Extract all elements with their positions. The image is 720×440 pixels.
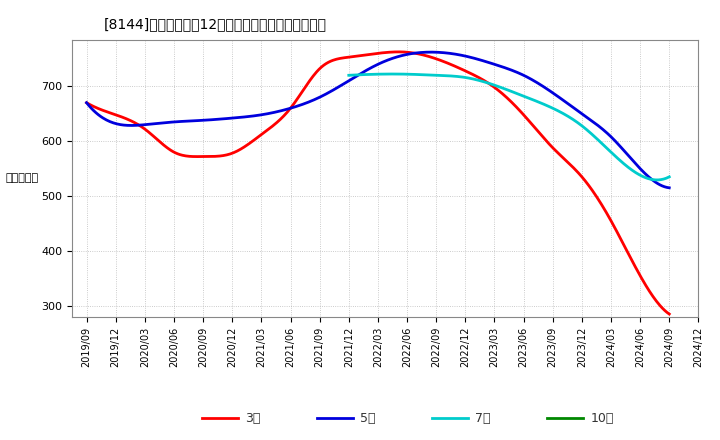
5年 (359, 70, 368, 75)
Text: 3年: 3年 (245, 411, 260, 425)
5年 (561, 99, 570, 104)
5年 (652, 180, 661, 185)
7年 (498, 85, 506, 90)
3年 (431, 55, 439, 61)
5年 (362, 67, 371, 73)
Text: 10年: 10年 (590, 411, 613, 425)
5年 (431, 50, 439, 55)
Line: 3年: 3年 (86, 52, 670, 314)
7年 (344, 73, 353, 78)
3年 (359, 53, 368, 58)
Text: 7年: 7年 (475, 411, 491, 425)
3年 (362, 52, 371, 57)
Text: [8144]　当期純利益12か月移動合計の平均値の推移: [8144] 当期純利益12か月移動合計の平均値の推移 (104, 18, 326, 32)
3年 (665, 312, 674, 317)
Line: 7年: 7年 (348, 74, 670, 180)
Text: 5年: 5年 (360, 411, 376, 425)
7年 (518, 93, 527, 99)
5年 (665, 185, 674, 191)
7年 (659, 176, 667, 182)
3年 (652, 298, 661, 304)
7年 (665, 174, 674, 180)
7年 (653, 177, 662, 183)
7年 (536, 100, 544, 105)
3年 (394, 49, 402, 55)
3年 (399, 49, 408, 55)
7年 (499, 86, 508, 91)
3年 (561, 157, 570, 162)
5年 (427, 49, 436, 55)
Y-axis label: （百万円）: （百万円） (5, 173, 38, 183)
Line: 5年: 5年 (86, 52, 670, 188)
7年 (608, 150, 616, 156)
7年 (389, 71, 397, 77)
5年 (82, 100, 91, 105)
5年 (397, 53, 406, 58)
3年 (82, 100, 91, 105)
